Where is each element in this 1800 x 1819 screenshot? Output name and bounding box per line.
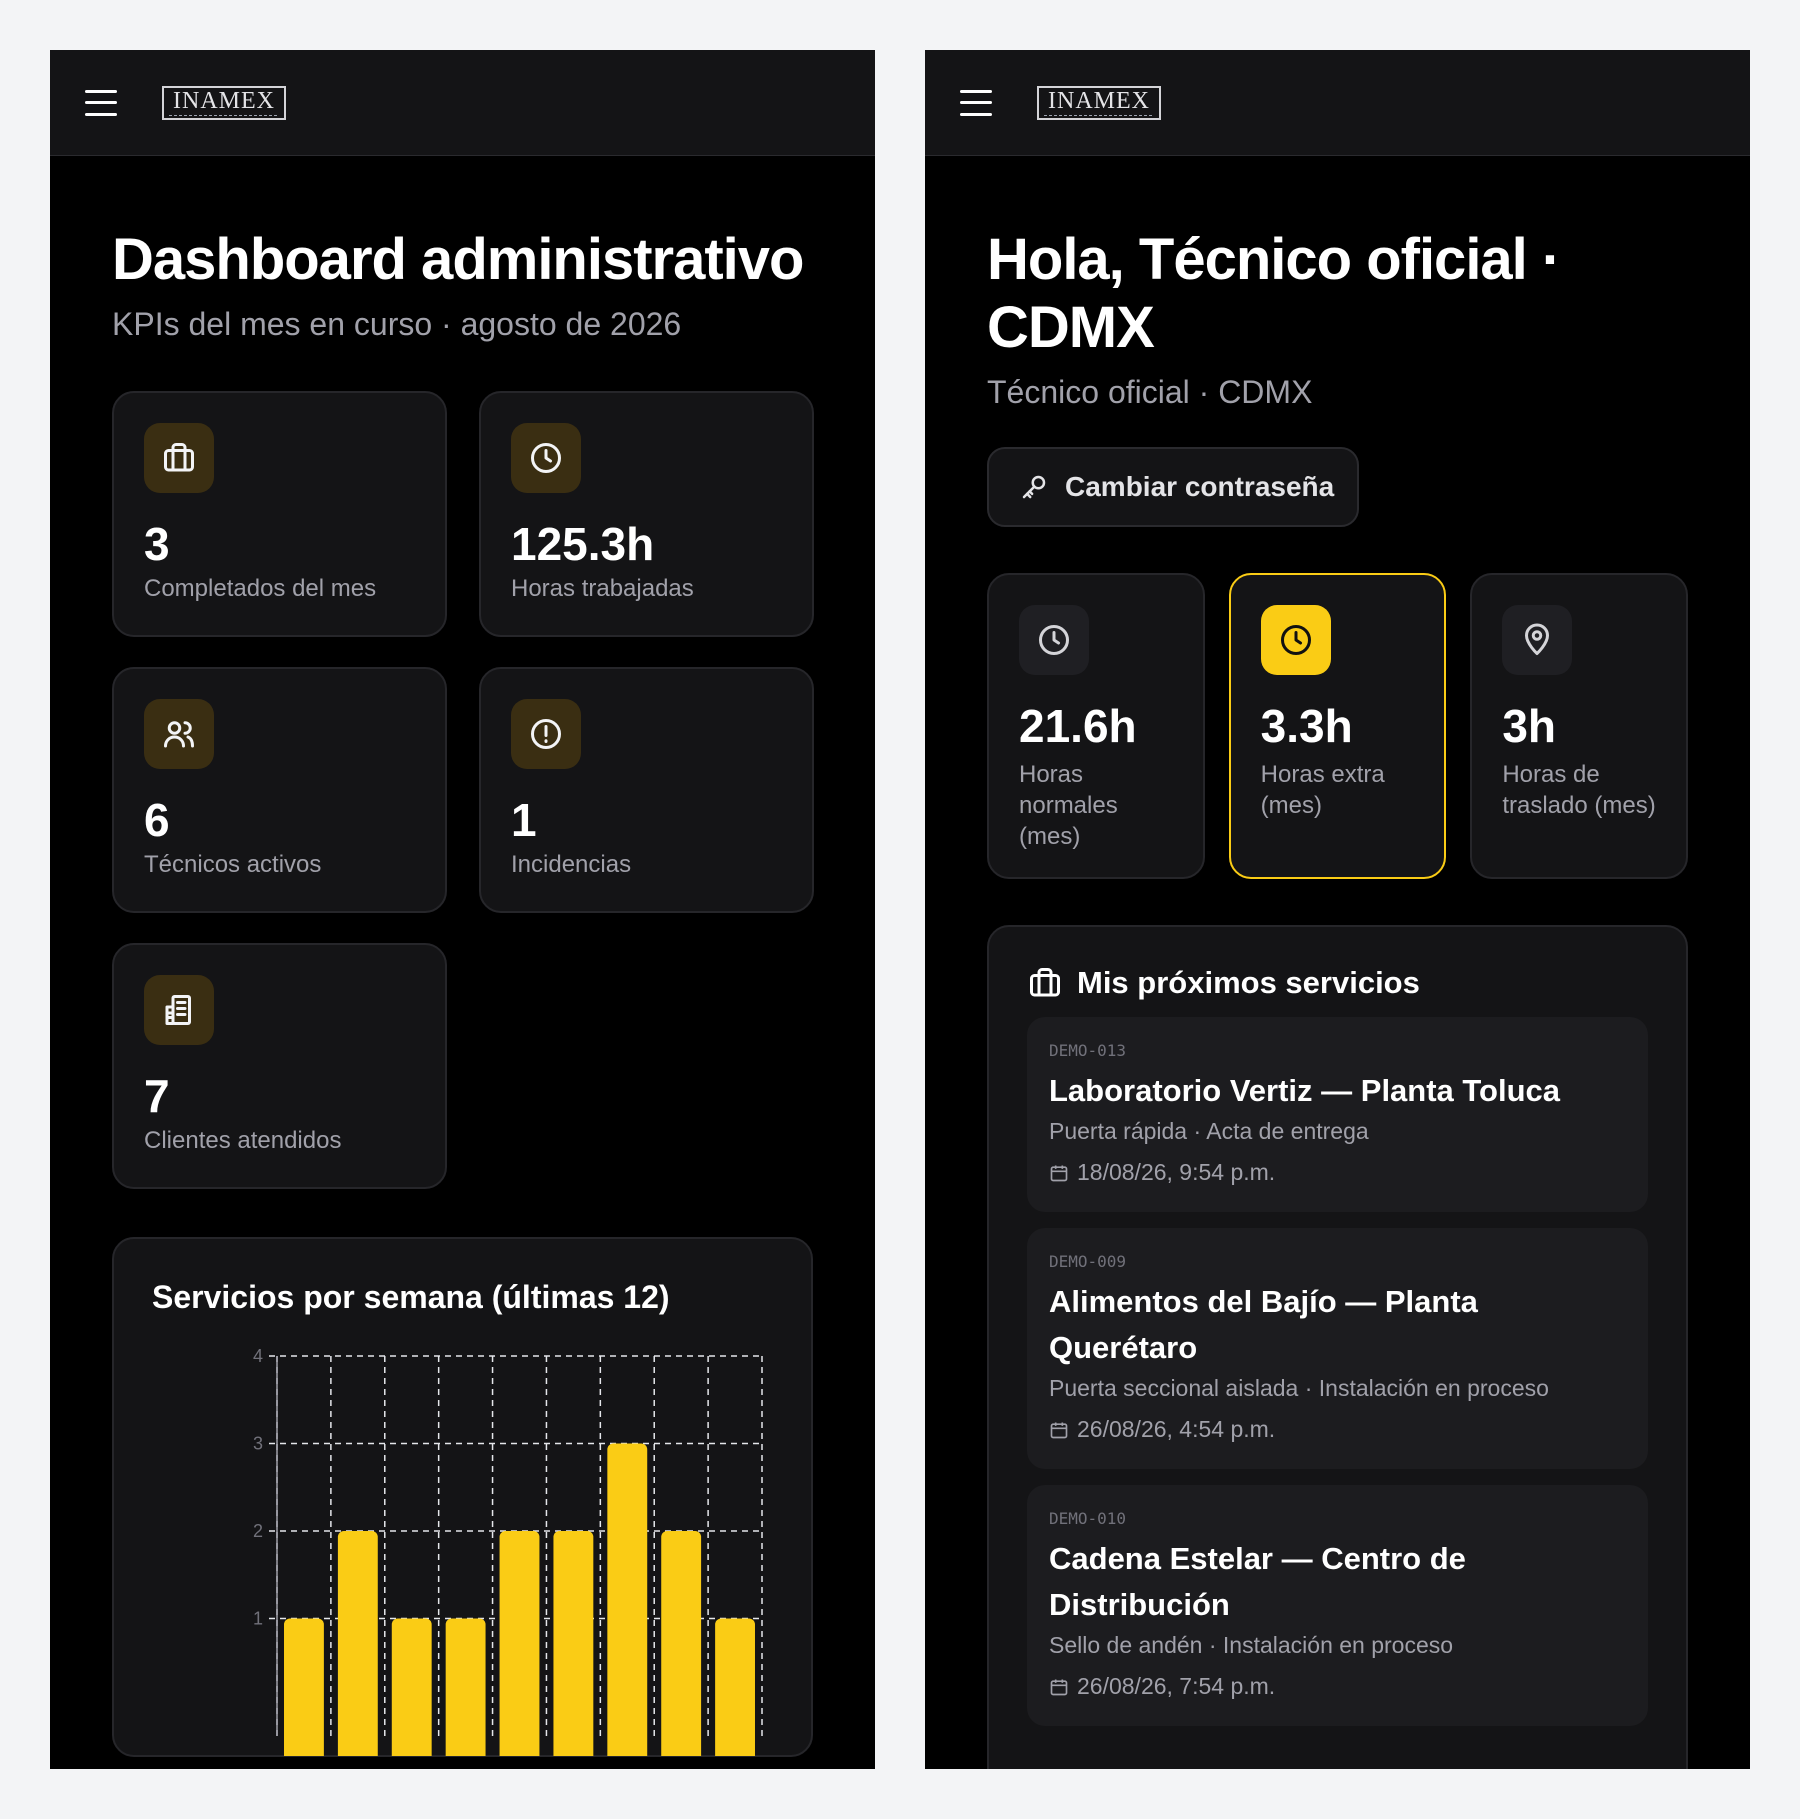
chart-bar[interactable]: [499, 1531, 540, 1769]
chart-bar[interactable]: [284, 1618, 324, 1769]
weekly-services-chart: 1 2 3 4: [253, 1346, 763, 1769]
kpi-card-incidents[interactable]: 1 Incidencias: [479, 667, 814, 913]
stat-card-normal-hours[interactable]: 21.6h Horas normales (mes): [987, 573, 1205, 879]
kpi-value: 1: [511, 794, 537, 846]
service-date-text: 26/08/26, 7:54 p.m.: [1077, 1673, 1276, 1699]
kpi-label: Incidencias: [511, 851, 632, 878]
kpi-card-technicians[interactable]: 6 Técnicos activos: [112, 667, 447, 913]
stat-value: 3h: [1502, 700, 1557, 752]
service-item[interactable]: DEMO-009 Alimentos del Bajío — Planta Qu…: [1027, 1228, 1648, 1469]
chart-bar[interactable]: [391, 1618, 432, 1769]
greeting-subtitle: Técnico oficial · CDMX: [987, 374, 1313, 410]
service-date: 26/08/26, 4:54 p.m.: [1049, 1416, 1626, 1443]
y-tick-label: 4: [253, 1346, 263, 1366]
chart-bar[interactable]: [715, 1618, 755, 1769]
menu-icon[interactable]: [960, 89, 992, 116]
service-item[interactable]: DEMO-013 Laboratorio Vertiz — Planta Tol…: [1027, 1017, 1648, 1212]
stat-label: Horas normales (mes): [1019, 761, 1118, 850]
chart-bar[interactable]: [553, 1531, 594, 1769]
chart-bar[interactable]: [337, 1531, 378, 1769]
page-subtitle: KPIs del mes en curso · agosto de 2026: [112, 306, 682, 342]
admin-dashboard-screen: INAMEX Dashboard administrativo KPIs del…: [50, 50, 875, 1769]
briefcase-icon: [1030, 968, 1060, 997]
change-password-label: Cambiar contraseña: [1065, 471, 1335, 502]
service-name: Alimentos del Bajío — Planta Querétaro: [1049, 1284, 1478, 1365]
menu-icon[interactable]: [85, 89, 117, 116]
kpi-label: Técnicos activos: [144, 851, 322, 878]
kpi-value: 6: [144, 794, 170, 846]
hours-stats-row: 21.6h Horas normales (mes) 3.3h Horas ex…: [987, 573, 1689, 879]
service-date: 18/08/26, 9:54 p.m.: [1049, 1159, 1626, 1186]
map-pin-icon: [1502, 605, 1573, 675]
y-tick-label: 3: [253, 1434, 263, 1454]
service-code: DEMO-013: [1049, 1041, 1127, 1060]
alert-circle-icon: [511, 699, 581, 769]
service-date: 26/08/26, 7:54 p.m.: [1049, 1673, 1626, 1700]
clock-icon: [1260, 605, 1331, 675]
kpi-card-hours[interactable]: 125.3h Horas trabajadas: [479, 391, 814, 637]
service-code: DEMO-010: [1049, 1509, 1127, 1528]
top-bar: INAMEX: [925, 50, 1750, 156]
clock-icon: [511, 423, 581, 493]
kpi-card-clients[interactable]: 7 Clientes atendidos: [112, 943, 447, 1189]
kpi-label: Completados del mes: [144, 575, 377, 602]
service-description: Sello de andén · Instalación en proceso: [1049, 1632, 1454, 1658]
kpi-label: Horas trabajadas: [511, 575, 694, 602]
logo-text: INAMEX: [173, 87, 275, 114]
upcoming-services-title: Mis próximos servicios: [1077, 965, 1420, 1000]
service-date-text: 18/08/26, 9:54 p.m.: [1077, 1159, 1276, 1185]
stat-card-travel-hours[interactable]: 3h Horas de traslado (mes): [1470, 573, 1689, 879]
stat-label: Horas extra (mes): [1260, 761, 1385, 819]
key-icon: [1022, 475, 1046, 499]
chart-bar[interactable]: [661, 1531, 702, 1769]
chart-bar[interactable]: [445, 1618, 486, 1769]
page-title: Dashboard administrativo: [112, 227, 804, 292]
weekly-services-chart-card: Servicios por semana (últimas 12) 1 2 3 4: [112, 1237, 813, 1769]
kpi-value: 3: [144, 518, 170, 570]
service-item[interactable]: DEMO-010 Cadena Estelar — Centro de Dist…: [1027, 1485, 1648, 1726]
brand-logo[interactable]: INAMEX: [162, 85, 286, 120]
clock-icon: [1019, 605, 1089, 675]
kpi-card-completed[interactable]: 3 Completados del mes: [112, 391, 447, 637]
technician-home-screen: INAMEX Hola, Técnico oficial · CDMX Técn…: [925, 50, 1750, 1769]
service-name: Laboratorio Vertiz — Planta Toluca: [1049, 1073, 1561, 1108]
logo-tagline: [169, 114, 279, 116]
brand-logo[interactable]: INAMEX: [1037, 85, 1161, 120]
change-password-button[interactable]: Cambiar contraseña: [987, 447, 1359, 527]
stat-value: 21.6h: [1019, 700, 1137, 752]
chart-bar[interactable]: [607, 1443, 648, 1769]
stat-label: Horas de traslado (mes): [1502, 761, 1656, 819]
service-description: Puerta seccional aislada · Instalación e…: [1049, 1375, 1549, 1401]
stat-card-overtime-hours[interactable]: 3.3h Horas extra (mes): [1228, 573, 1447, 879]
users-icon: [144, 699, 214, 769]
chart-title: Servicios por semana (últimas 12): [152, 1279, 670, 1315]
building-icon: [144, 975, 214, 1045]
briefcase-icon: [144, 423, 214, 493]
kpi-value: 125.3h: [511, 518, 655, 570]
stat-value: 3.3h: [1260, 700, 1353, 752]
upcoming-services-card: Mis próximos servicios DEMO-013 Laborato…: [987, 925, 1688, 1769]
upcoming-services-header: Mis próximos servicios: [1027, 965, 1648, 1001]
logo-tagline: [1044, 114, 1154, 116]
top-bar: INAMEX: [50, 50, 875, 156]
kpi-label: Clientes atendidos: [144, 1127, 342, 1154]
calendar-icon: [1050, 1165, 1068, 1181]
kpi-value: 7: [144, 1070, 170, 1122]
service-date-text: 26/08/26, 4:54 p.m.: [1077, 1416, 1276, 1442]
service-code: DEMO-009: [1049, 1252, 1127, 1271]
calendar-icon: [1050, 1422, 1068, 1438]
y-tick-label: 1: [253, 1609, 263, 1629]
logo-text: INAMEX: [1048, 87, 1150, 114]
y-tick-label: 2: [253, 1521, 263, 1541]
service-name: Cadena Estelar — Centro de Distribución: [1049, 1541, 1466, 1622]
greeting-title: Hola, Técnico oficial · CDMX: [987, 227, 1561, 360]
kpi-grid: 3 Completados del mes 125.3h Horas traba…: [112, 391, 814, 1189]
service-description: Puerta rápida · Acta de entrega: [1049, 1118, 1369, 1144]
calendar-icon: [1050, 1679, 1068, 1695]
